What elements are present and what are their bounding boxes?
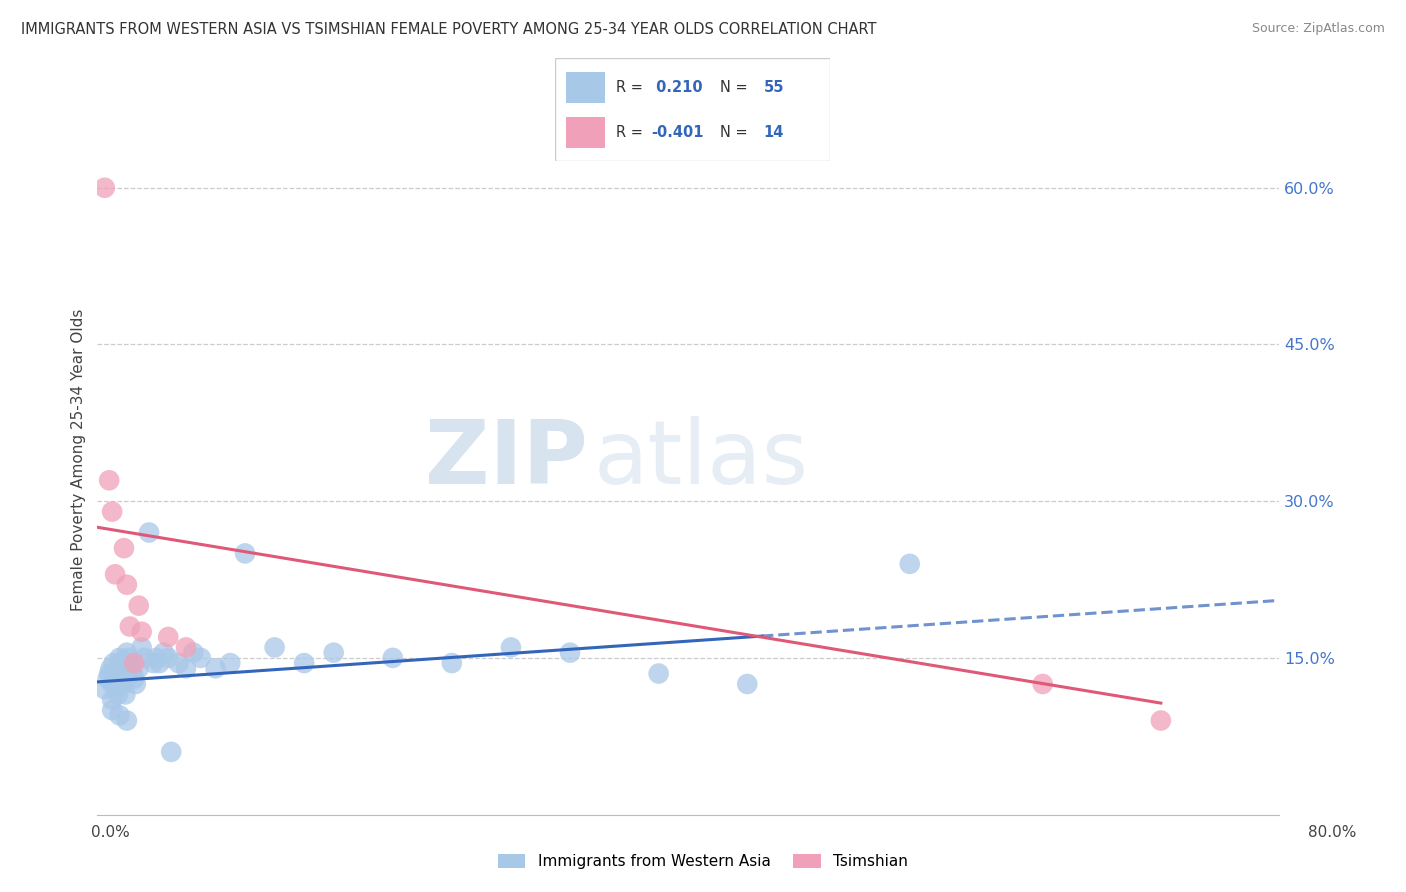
Point	[93, 181, 115, 195]
Point	[108, 651, 131, 665]
Point	[174, 661, 197, 675]
Point	[1032, 677, 1054, 691]
Bar	[567, 118, 605, 148]
Point	[112, 666, 135, 681]
Point	[131, 624, 153, 639]
Point	[142, 656, 165, 670]
Point	[111, 661, 134, 675]
Point	[124, 672, 146, 686]
Point	[157, 651, 180, 665]
Point	[219, 656, 242, 670]
FancyBboxPatch shape	[555, 58, 830, 161]
Text: 55: 55	[763, 80, 785, 95]
Point	[103, 656, 125, 670]
Point	[125, 677, 148, 691]
Point	[118, 619, 141, 633]
Point	[114, 688, 136, 702]
Text: Source: ZipAtlas.com: Source: ZipAtlas.com	[1251, 22, 1385, 36]
Text: 14: 14	[763, 126, 785, 140]
Point	[101, 677, 124, 691]
Point	[112, 541, 135, 556]
Point	[120, 661, 142, 675]
Point	[105, 682, 128, 697]
Point	[263, 640, 285, 655]
Point	[108, 661, 131, 675]
Point	[117, 651, 139, 665]
Text: -0.401: -0.401	[651, 126, 704, 140]
Point	[97, 672, 120, 686]
Point	[233, 546, 256, 560]
Point	[101, 692, 124, 706]
Point	[124, 656, 146, 670]
Point	[735, 677, 758, 691]
Point	[183, 646, 205, 660]
Point	[148, 656, 170, 670]
Point	[115, 714, 138, 728]
Point	[190, 651, 212, 665]
Text: 80.0%: 80.0%	[1309, 825, 1357, 840]
Text: ZIP: ZIP	[425, 416, 588, 503]
Legend: Immigrants from Western Asia, Tsimshian: Immigrants from Western Asia, Tsimshian	[492, 848, 914, 875]
Point	[121, 666, 143, 681]
Point	[115, 646, 138, 660]
Point	[558, 646, 581, 660]
Point	[108, 708, 131, 723]
Text: R =: R =	[616, 126, 643, 140]
Point	[138, 525, 160, 540]
Point	[134, 651, 156, 665]
Point	[157, 630, 180, 644]
Point	[115, 578, 138, 592]
Point	[647, 666, 669, 681]
Text: N =: N =	[720, 126, 748, 140]
Point	[100, 661, 122, 675]
Point	[131, 640, 153, 655]
Point	[160, 745, 183, 759]
Point	[1150, 714, 1173, 728]
Point	[322, 646, 344, 660]
Point	[898, 557, 921, 571]
Text: 0.210: 0.210	[651, 80, 703, 95]
Text: atlas: atlas	[593, 416, 808, 503]
Point	[381, 651, 404, 665]
Point	[128, 661, 150, 675]
Point	[98, 473, 121, 487]
Text: N =: N =	[720, 80, 748, 95]
Point	[292, 656, 315, 670]
Point	[204, 661, 226, 675]
Point	[107, 688, 129, 702]
Text: R =: R =	[616, 80, 643, 95]
Point	[128, 599, 150, 613]
Point	[499, 640, 522, 655]
Point	[174, 640, 197, 655]
Point	[112, 677, 135, 691]
Point	[101, 505, 124, 519]
Point	[167, 656, 190, 670]
Point	[98, 666, 121, 681]
Bar	[567, 72, 605, 103]
Point	[118, 656, 141, 670]
Point	[110, 656, 132, 670]
Point	[93, 682, 115, 697]
Y-axis label: Female Poverty Among 25-34 Year Olds: Female Poverty Among 25-34 Year Olds	[72, 309, 86, 610]
Point	[104, 567, 127, 582]
Point	[104, 666, 127, 681]
Point	[101, 703, 124, 717]
Text: IMMIGRANTS FROM WESTERN ASIA VS TSIMSHIAN FEMALE POVERTY AMONG 25-34 YEAR OLDS C: IMMIGRANTS FROM WESTERN ASIA VS TSIMSHIA…	[21, 22, 876, 37]
Point	[440, 656, 463, 670]
Text: 0.0%: 0.0%	[91, 825, 131, 840]
Point	[145, 651, 167, 665]
Point	[105, 672, 128, 686]
Point	[153, 646, 176, 660]
